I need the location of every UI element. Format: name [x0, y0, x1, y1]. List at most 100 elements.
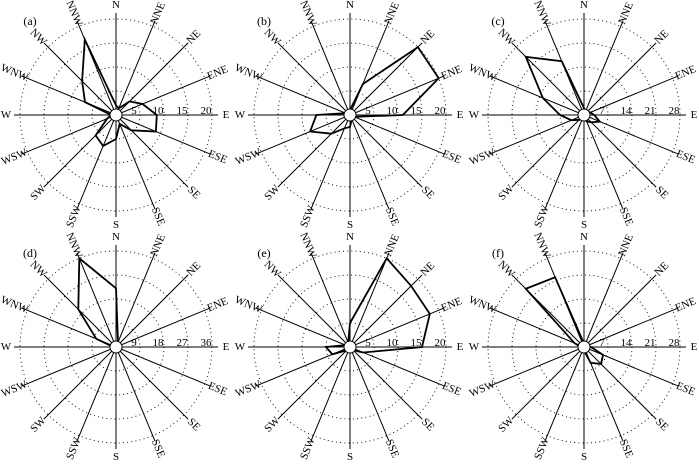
direction-label: WNW	[233, 294, 265, 316]
direction-label: WSW	[234, 146, 264, 168]
scale-tick-label: 7	[599, 105, 605, 117]
direction-label: W	[469, 341, 480, 353]
direction-label: ESE	[440, 148, 463, 167]
direction-spoke	[583, 114, 624, 210]
direction-spoke	[310, 114, 351, 210]
direction-spoke	[310, 20, 351, 116]
direction-spoke	[310, 346, 351, 442]
direction-label: WNW	[0, 62, 30, 84]
direction-spoke	[310, 252, 351, 348]
direction-label: ENE	[439, 295, 464, 314]
direction-label: ESE	[674, 148, 697, 167]
direction-label: NNE	[616, 0, 636, 26]
scale-tick-label: 20	[201, 105, 213, 117]
direction-label: ENE	[439, 63, 464, 82]
direction-spoke	[277, 114, 351, 188]
calm-center-circle	[577, 340, 591, 354]
direction-label: NNW	[63, 231, 84, 260]
direction-spoke	[21, 114, 117, 155]
direction-spoke	[115, 75, 211, 116]
direction-label: N	[346, 231, 354, 243]
panel-label: (c)	[491, 14, 504, 28]
direction-label: S	[581, 451, 587, 463]
scale-tick-label: 20	[435, 337, 447, 349]
direction-label: WSW	[234, 378, 264, 400]
direction-label: E	[457, 109, 464, 121]
direction-spoke	[489, 114, 585, 155]
direction-label: NNE	[148, 0, 168, 26]
direction-spoke	[349, 42, 423, 116]
direction-label: WNW	[0, 294, 30, 316]
direction-label: E	[223, 341, 230, 353]
direction-label: NNE	[616, 232, 636, 258]
direction-spoke	[255, 75, 351, 116]
direction-spoke	[511, 274, 585, 348]
direction-spoke	[349, 346, 390, 442]
panel-label: (d)	[23, 246, 37, 260]
scale-tick-label: 18	[153, 337, 165, 349]
scale-tick-label: 28	[669, 105, 681, 117]
direction-label: E	[691, 341, 698, 353]
direction-spoke	[115, 346, 156, 442]
direction-spoke	[76, 346, 117, 442]
direction-spoke	[489, 75, 585, 116]
direction-spoke	[349, 307, 445, 348]
panel-label: (f)	[492, 246, 504, 260]
scale-tick-label: 10	[153, 105, 165, 117]
direction-label: NNE	[382, 0, 402, 26]
direction-spoke	[511, 114, 585, 188]
direction-label: S	[581, 219, 587, 231]
direction-label: NNW	[531, 231, 552, 260]
direction-spoke	[349, 75, 445, 116]
scale-tick-label: 15	[177, 105, 189, 117]
direction-spoke	[115, 114, 156, 210]
direction-label: NNW	[297, 0, 318, 28]
direction-label: S	[347, 219, 353, 231]
direction-spoke	[277, 42, 351, 116]
direction-spoke	[115, 252, 156, 348]
direction-label: N	[112, 0, 120, 11]
direction-spoke	[349, 346, 423, 420]
direction-spoke	[255, 114, 351, 155]
direction-label: SSE	[617, 206, 635, 228]
direction-label: E	[691, 109, 698, 121]
direction-label: W	[235, 109, 246, 121]
direction-label: NNE	[382, 232, 402, 258]
direction-label: WNW	[233, 62, 265, 84]
direction-spoke	[43, 42, 117, 116]
direction-spoke	[21, 346, 117, 387]
scale-tick-label: 10	[387, 105, 399, 117]
direction-spoke	[349, 20, 390, 116]
scale-tick-label: 9	[131, 337, 137, 349]
direction-spoke	[349, 274, 423, 348]
direction-spoke	[277, 346, 351, 420]
direction-label: SSW	[298, 435, 318, 461]
scale-tick-label: 5	[365, 337, 371, 349]
scale-tick-label: 14	[621, 337, 633, 349]
direction-spoke	[544, 114, 585, 210]
direction-label: N	[580, 231, 588, 243]
direction-spoke	[349, 346, 445, 387]
direction-spoke	[349, 114, 423, 188]
direction-spoke	[115, 307, 211, 348]
direction-label: SSW	[298, 203, 318, 229]
direction-label: ESE	[206, 148, 229, 167]
direction-spoke	[115, 274, 189, 348]
direction-spoke	[115, 20, 156, 116]
direction-label: SSW	[64, 203, 84, 229]
scale-tick-label: 21	[645, 105, 656, 117]
scale-tick-label: 15	[411, 337, 423, 349]
direction-spoke	[115, 114, 211, 155]
direction-label: W	[469, 109, 480, 121]
direction-label: N	[112, 231, 120, 243]
scale-tick-label: 36	[201, 337, 213, 349]
direction-label: SSE	[617, 438, 635, 460]
direction-label: WNW	[467, 294, 499, 316]
direction-label: NNW	[297, 231, 318, 260]
direction-label: SSE	[149, 206, 167, 228]
direction-spoke	[76, 252, 117, 348]
